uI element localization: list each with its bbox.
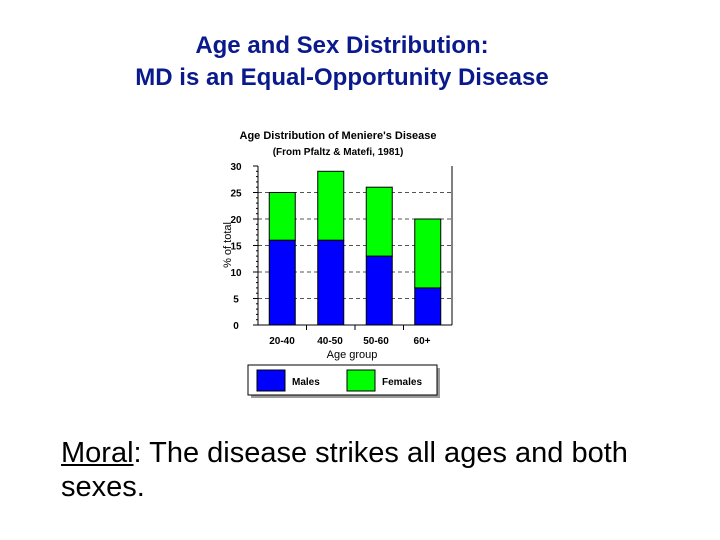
legend-label-males: Males [292,377,320,388]
legend-label-females: Females [382,377,422,388]
x-tick-label: 20-40 [269,336,295,347]
moral-statement: : The disease strikes all ages and both … [61,437,628,503]
bar-males [268,239,296,326]
moral-keyword: Moral [61,437,134,469]
bar-females [414,218,442,289]
y-axis-label: % of total [222,222,234,268]
bar-females [268,192,296,241]
y-tick-label: 30 [230,162,242,173]
legend-swatch-females [346,369,376,392]
slide-title-line-2: MD is an Equal-Opportunity Disease [135,64,549,91]
slide-title-line-1: Age and Sex Distribution: [195,32,489,59]
slide-title: Age and Sex Distribution: MD is an Equal… [0,30,684,94]
y-tick-label: 0 [233,321,239,332]
x-tick-label: 40-50 [317,336,343,347]
legend-swatch-males [256,369,286,392]
y-tick-label: 5 [233,295,239,306]
chart-subtitle: (From Pfaltz & Matefi, 1981) [273,147,404,158]
y-tick-label: 25 [230,189,242,200]
chart-legend: Males Females [247,364,440,398]
y-tick-label: 15 [230,242,242,253]
bar-females [317,170,345,241]
moral-text: Moral: The disease strikes all ages and … [61,436,681,504]
y-tick-label: 20 [230,215,242,226]
x-tick-label: 60+ [414,336,431,347]
bar-males [365,255,393,326]
bar-females [365,186,393,257]
chart-title: Age Distribution of Meniere's Disease [240,130,437,142]
y-tick-label: 10 [230,268,242,279]
x-axis-label: Age group [327,349,378,361]
bar-males [414,287,442,326]
bar-males [317,239,345,326]
x-tick-label: 50-60 [363,336,389,347]
